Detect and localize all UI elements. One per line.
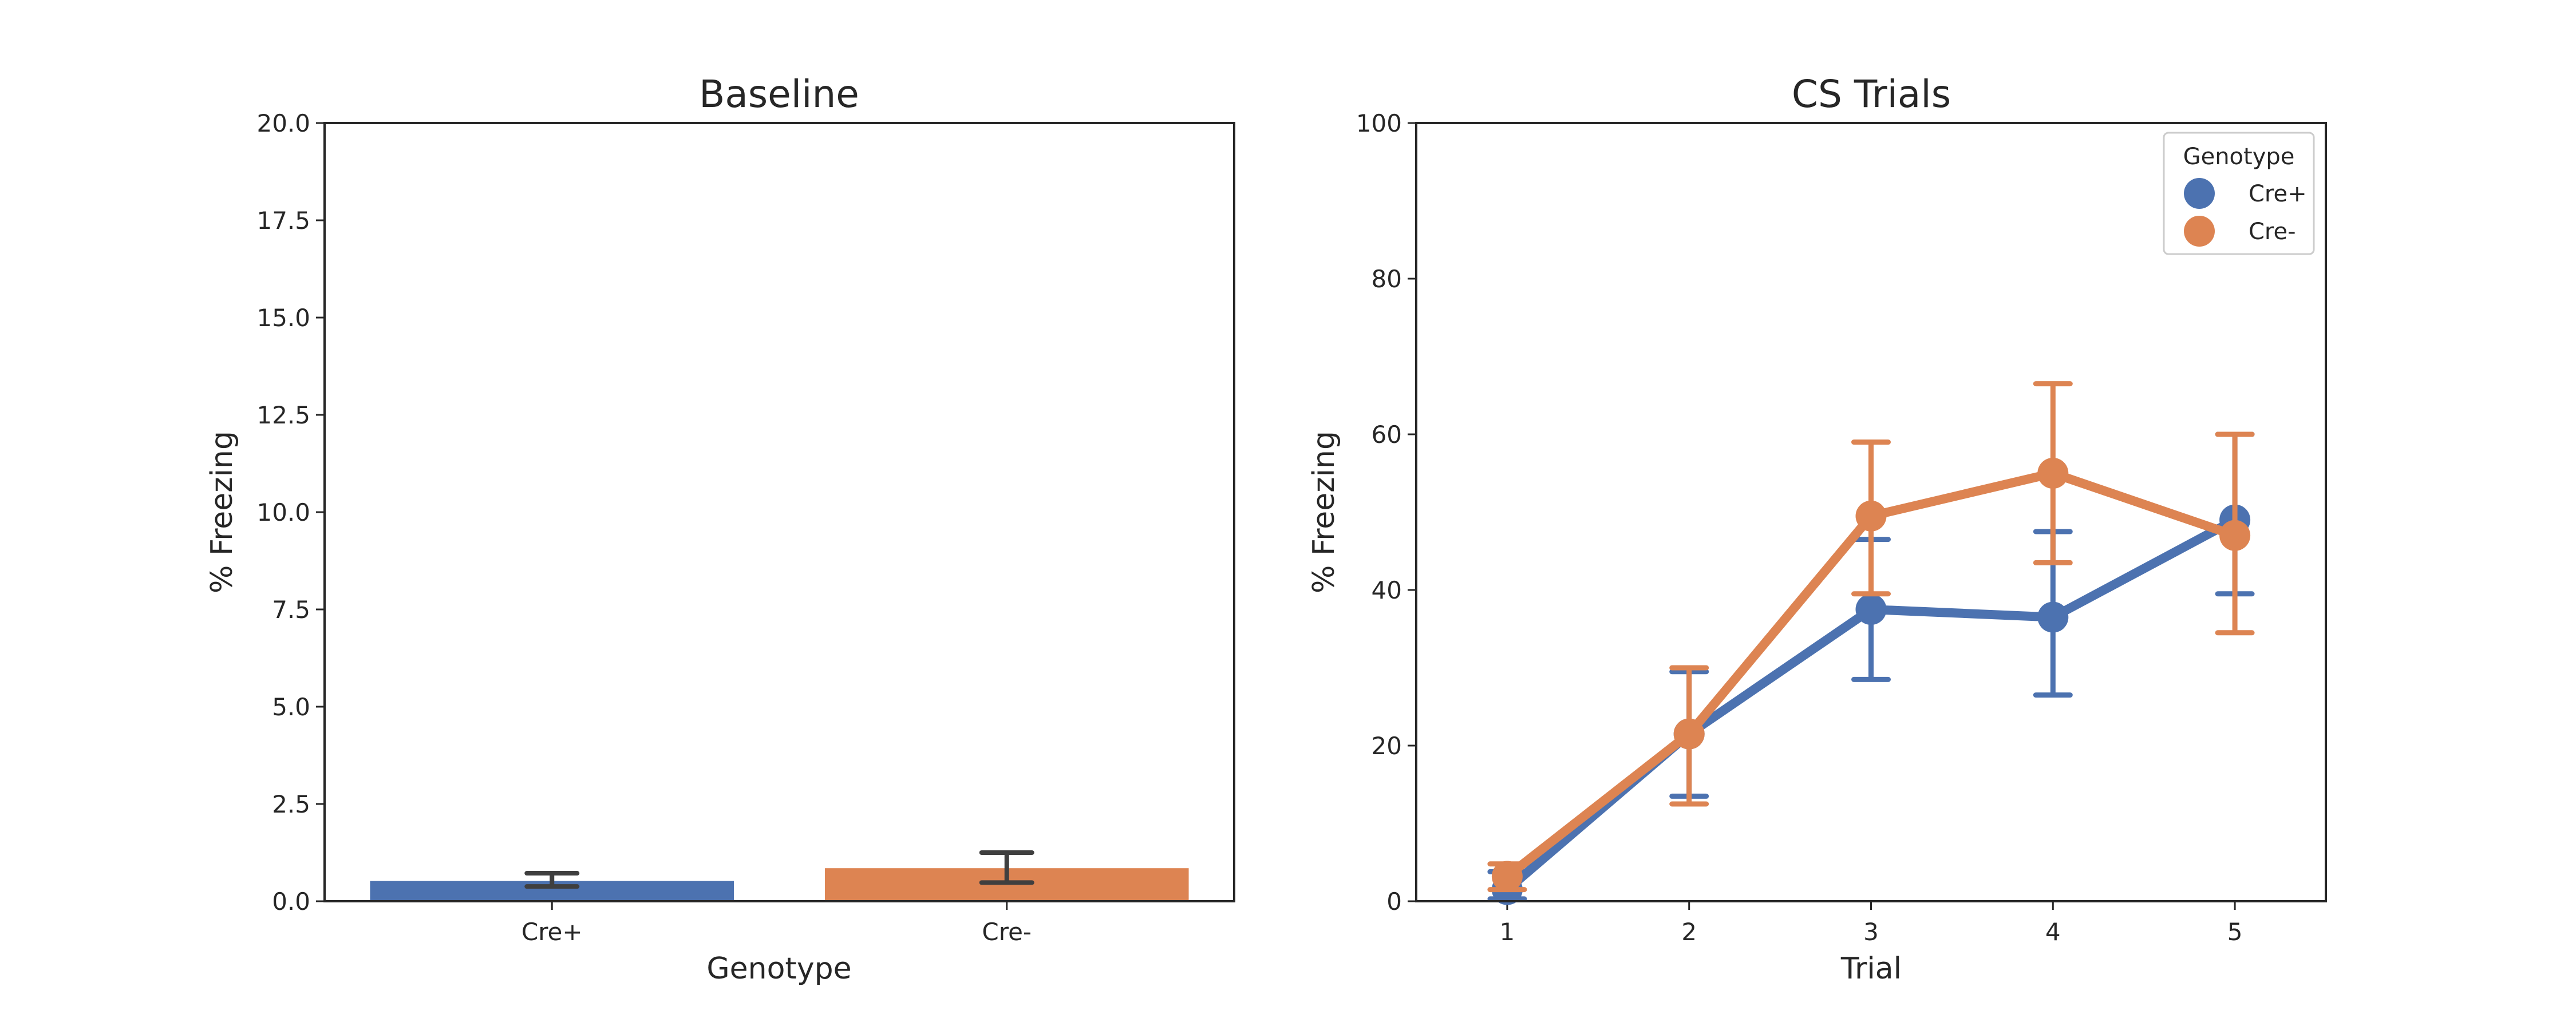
y-tick-label: 0 bbox=[1386, 888, 1402, 916]
y-tick-label: 20 bbox=[1372, 732, 1402, 760]
y-tick-label: 12.5 bbox=[256, 401, 310, 429]
legend-label: Cre- bbox=[2249, 219, 2296, 245]
x-tick-label: 5 bbox=[2227, 918, 2243, 946]
x-tick-label: Cre- bbox=[982, 918, 1032, 946]
y-tick-label: 0.0 bbox=[272, 888, 310, 916]
cre-minus-point bbox=[2037, 458, 2069, 489]
y-tick-label: 17.5 bbox=[256, 207, 310, 235]
legend-marker bbox=[2184, 178, 2215, 209]
cre-plus-point bbox=[2037, 601, 2069, 633]
legend-marker bbox=[2184, 216, 2215, 247]
y-tick-label: 5.0 bbox=[272, 693, 310, 721]
cre-plus-point bbox=[1855, 594, 1887, 625]
legend-title: Genotype bbox=[2183, 144, 2295, 170]
y-tick-label: 2.5 bbox=[272, 790, 310, 818]
y-tick-label: 80 bbox=[1372, 265, 1402, 293]
x-tick-label: 3 bbox=[1863, 918, 1879, 946]
y-tick-label: 7.5 bbox=[272, 596, 310, 624]
y-tick-label: 15.0 bbox=[256, 304, 310, 332]
baseline-axes-frame bbox=[323, 122, 1235, 902]
x-tick-label: 1 bbox=[1500, 918, 1515, 946]
y-tick-label: 40 bbox=[1372, 576, 1402, 604]
cs-trials-title: CS Trials bbox=[1792, 72, 1951, 116]
baseline-x-axis-label: Genotype bbox=[706, 952, 851, 986]
cs-trials-panel: CS Trials Trial % Freezing 1 2 3 4 5 0 20 40 60 8… bbox=[1307, 72, 2327, 986]
cs-trials-x-axis-label: Trial bbox=[1840, 952, 1902, 986]
x-tick-label: 4 bbox=[2045, 918, 2061, 946]
cre-minus-point bbox=[1491, 861, 1523, 892]
cs-trials-y-axis-label: % Freezing bbox=[1307, 431, 1341, 593]
y-tick-label: 20.0 bbox=[256, 109, 310, 137]
x-tick-label: 2 bbox=[1681, 918, 1697, 946]
y-tick-label: 10.0 bbox=[256, 498, 310, 526]
cre-minus-point bbox=[1855, 500, 1887, 532]
baseline-title: Baseline bbox=[699, 72, 859, 116]
cs-trials-axes-frame bbox=[1415, 122, 2327, 902]
legend-label: Cre+ bbox=[2249, 181, 2307, 207]
cre-minus-point bbox=[2219, 520, 2251, 551]
y-tick-label: 60 bbox=[1372, 421, 1402, 449]
x-tick-label: Cre+ bbox=[521, 918, 583, 946]
cre-minus-point bbox=[1673, 718, 1705, 750]
baseline-y-axis-label: % Freezing bbox=[205, 431, 239, 593]
baseline-panel: Baseline Genotype % Freezing Cre+ Cre- 0.0… bbox=[205, 72, 1235, 986]
y-tick-label: 100 bbox=[1356, 109, 1402, 137]
